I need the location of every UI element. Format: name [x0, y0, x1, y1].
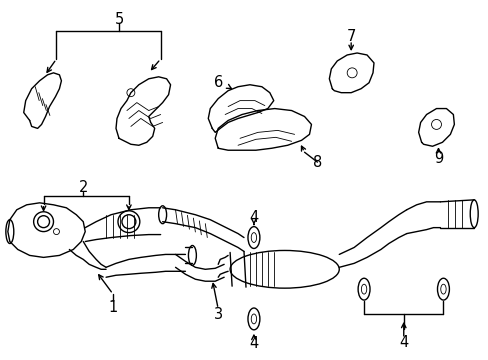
Text: 5: 5 — [114, 12, 123, 27]
Text: 4: 4 — [249, 336, 258, 351]
Text: 9: 9 — [433, 151, 442, 166]
Text: 4: 4 — [249, 210, 258, 225]
Text: 3: 3 — [213, 307, 223, 323]
Text: 1: 1 — [108, 300, 118, 315]
Text: 4: 4 — [398, 335, 407, 350]
Text: 7: 7 — [346, 28, 355, 44]
Text: 6: 6 — [213, 75, 223, 90]
Text: 2: 2 — [79, 180, 88, 195]
Text: 8: 8 — [312, 155, 322, 170]
